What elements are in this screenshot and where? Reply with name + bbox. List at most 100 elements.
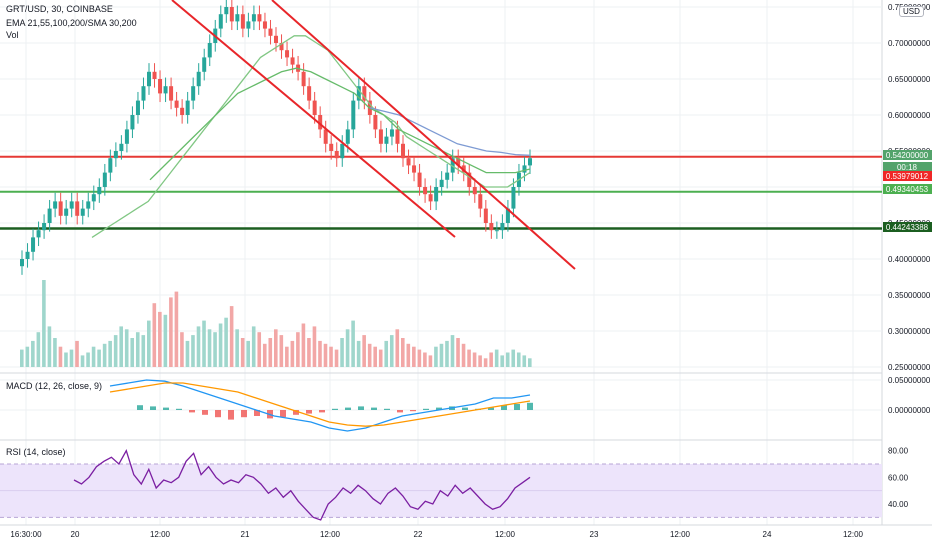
volume-bar [141,335,146,367]
candle-body [439,179,444,187]
price-tick: 0.65000000 [888,75,931,84]
trend-lines [171,0,576,270]
macd-pane [109,379,533,432]
candle-body [53,201,58,209]
currency-badge[interactable]: USD [899,6,924,17]
candle-body [290,57,295,65]
volume-bar [20,349,24,367]
candle-body [450,158,455,173]
volume-bar [373,346,377,367]
rsi-line [73,449,531,521]
candle-body [20,259,24,267]
volume-bar [356,340,361,367]
volume-bar [36,332,41,367]
signal-line [109,382,531,427]
macd-histogram-bar [306,410,312,414]
price-tag-text: 0.49340453 [886,185,929,194]
macd-histogram-bar [345,407,351,410]
candle-body [141,86,146,101]
candle-body [25,251,30,259]
candle-body [395,129,400,144]
time-tick: 21 [241,530,250,539]
price-tag-bg [883,222,932,232]
volume-bar [378,349,383,367]
time-tick: 22 [414,530,423,539]
ema-mid-line [149,67,531,181]
volume-bars [20,280,532,367]
candle-body [246,21,251,29]
volume-bar [412,346,416,367]
volume-bar [130,338,135,367]
macd-histogram-bar [501,405,507,410]
price-tag-bg [883,150,932,160]
ema-fast-line [91,35,531,238]
volume-bar [240,338,245,367]
volume-bar [174,291,179,367]
volume-bar [163,314,168,367]
price-tag-bg [883,162,932,172]
volume-bar [329,346,333,367]
price-tag-text: 0.54200000 [886,151,929,160]
price-tick: 0.40000000 [888,255,931,264]
macd-histogram-bar [527,402,533,410]
volume-bar [80,355,85,367]
rsi-legend: RSI (14, close) [6,447,66,457]
time-tick: 12:00 [843,530,864,539]
ema-slow-line [369,107,531,156]
volume-bar [229,306,234,367]
candlesticks [20,0,532,275]
macd-histogram-bar [228,410,234,420]
volume-bar [91,346,96,367]
rsi-tick: 60.00 [888,473,909,482]
macd-histogram-bar [189,410,195,413]
volume-bar [472,352,477,367]
candle-body [417,172,422,187]
volume-bar [494,349,499,367]
volume-bar [47,326,52,367]
volume-bar [362,335,366,367]
volume-bar [401,338,405,367]
volume-bar [290,340,295,367]
volume-bar [285,346,289,367]
candle-body [240,14,245,29]
price-tag-text: 0.53979012 [886,172,929,181]
time-tick: 23 [590,530,599,539]
macd-histogram-bar [462,407,468,410]
candle-body [329,143,334,151]
candle-body [91,194,96,202]
macd-histogram-bar [410,410,416,412]
candle-body [86,201,91,209]
volume-bar [417,349,422,367]
candle-body [130,115,135,130]
candle-body [180,107,185,115]
candle-body [135,100,140,115]
candle-body [152,71,157,79]
candle-body [42,223,47,231]
candle-body [428,194,433,202]
candle-body [301,71,306,87]
volume-bar [467,349,471,367]
candle-body [207,43,212,58]
volume-bar [180,332,184,367]
macd-histogram-bar [514,404,520,410]
volume-bar [274,329,278,367]
candle-body [202,57,207,72]
volume-bar [389,335,394,367]
candle-body [262,21,267,29]
time-tick: 12:00 [150,530,171,539]
price-tick: 0.25000000 [888,363,931,372]
candle-body [445,172,450,180]
candle-body [75,201,80,216]
volume-bar [251,326,256,367]
volume-bar [169,297,173,367]
volume-bar [323,343,328,367]
time-tick: 12:00 [320,530,341,539]
trend-line-lower [171,0,456,238]
symbol-title: GRT/USD, 30, COINBASE [6,4,113,14]
candle-body [174,100,179,108]
candle-body [340,143,345,159]
macd-histogram-bar [319,410,325,413]
candle-body [472,187,477,195]
rsi-tick: 40.00 [888,500,909,509]
